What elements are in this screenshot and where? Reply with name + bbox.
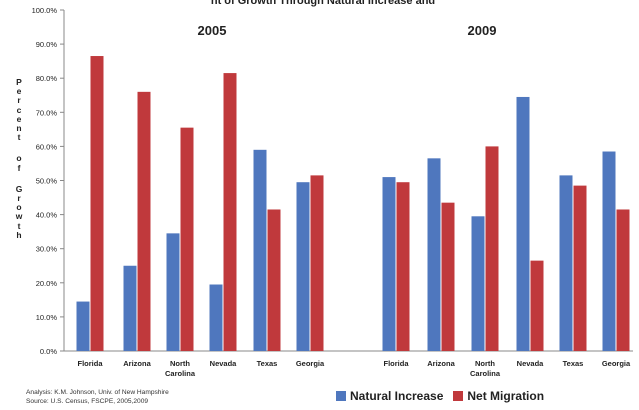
- y-axis-label-letter: P: [16, 77, 22, 87]
- credit-source: Source: U.S. Census, FSCPE, 2005,2009: [26, 398, 149, 405]
- legend-natural-increase: Natural Increase: [336, 389, 443, 403]
- y-axis-label-letter: w: [15, 211, 23, 222]
- legend: Natural Increase Net Migration: [336, 389, 554, 403]
- x-tick-label: Arizona: [427, 359, 455, 368]
- y-axis-label-letter: n: [16, 123, 22, 134]
- y-axis-label-letter: h: [16, 229, 22, 240]
- legend-net-migration: Net Migration: [453, 389, 544, 403]
- bar: [166, 233, 180, 351]
- bar: [267, 209, 281, 351]
- y-axis-label-letter: t: [17, 220, 21, 231]
- y-tick-label: 40.0%: [36, 211, 58, 220]
- y-axis-label-letter: c: [16, 104, 22, 115]
- y-axis-label-letter: o: [16, 202, 22, 213]
- y-axis-label-letter: f: [17, 162, 21, 173]
- bar: [76, 301, 90, 351]
- x-tick-label: Florida: [77, 359, 103, 368]
- x-tick-label: Nevada: [517, 359, 545, 368]
- x-tick-label: Arizona: [123, 359, 151, 368]
- x-tick-label: Carolina: [165, 369, 196, 378]
- legend-swatch-migration: [453, 391, 464, 401]
- x-tick-label: Georgia: [602, 359, 631, 368]
- bar: [180, 127, 194, 352]
- y-axis-label-letter: t: [17, 132, 21, 143]
- y-axis-label-letter: e: [16, 86, 22, 97]
- y-tick-label: 70.0%: [36, 108, 58, 117]
- bar: [396, 182, 410, 351]
- bar: [516, 96, 530, 351]
- bar: [602, 151, 616, 351]
- bar: [90, 56, 104, 351]
- bar: [530, 260, 544, 351]
- y-tick-label: 50.0%: [36, 177, 58, 186]
- legend-label-migration: Net Migration: [467, 389, 545, 403]
- bar: [471, 216, 485, 351]
- y-axis-label-letter: r: [17, 193, 21, 204]
- x-tick-label: Nevada: [210, 359, 238, 368]
- y-tick-label: 0.0%: [40, 347, 57, 356]
- panel-title: 2009: [468, 23, 497, 38]
- bar: [137, 91, 151, 351]
- x-tick-label: Georgia: [296, 359, 325, 368]
- source-credit: Analysis: K.M. Johnson, Univ. of New Ham…: [26, 388, 169, 406]
- x-tick-label: Texas: [563, 359, 584, 368]
- bar: [123, 265, 137, 351]
- bar: [296, 182, 310, 351]
- y-tick-label: 30.0%: [36, 245, 58, 254]
- chart-header-fragment: nt of Growth Through Natural Increase an…: [211, 0, 435, 7]
- y-tick-label: 90.0%: [36, 40, 58, 49]
- bar: [310, 175, 324, 351]
- y-tick-label: 10.0%: [36, 313, 58, 322]
- y-axis-label-letter: o: [16, 153, 22, 164]
- y-axis-label-letter: e: [16, 113, 22, 124]
- legend-label-natural: Natural Increase: [350, 389, 444, 403]
- bar: [485, 146, 499, 351]
- bar: [441, 202, 455, 351]
- credit-analysis: Analysis: K.M. Johnson, Univ. of New Ham…: [26, 389, 169, 396]
- x-tick-label: Texas: [257, 359, 278, 368]
- bar: [209, 284, 223, 351]
- x-tick-label: Carolina: [470, 369, 501, 378]
- bar: [382, 177, 396, 351]
- panel-title: 2005: [198, 23, 227, 38]
- bar: [559, 175, 573, 351]
- x-tick-label: Florida: [383, 359, 409, 368]
- bar: [253, 149, 267, 351]
- x-tick-label: North: [475, 359, 495, 368]
- x-tick-label: North: [170, 359, 190, 368]
- y-tick-label: 80.0%: [36, 74, 58, 83]
- y-tick-label: 100.0%: [32, 6, 58, 15]
- legend-swatch-natural: [336, 391, 346, 401]
- bar: [573, 185, 587, 351]
- bar: [616, 209, 630, 351]
- y-axis-label-letter: G: [15, 183, 23, 194]
- y-axis-label-letter: r: [17, 95, 21, 106]
- y-tick-label: 20.0%: [36, 279, 58, 288]
- bar: [223, 73, 237, 352]
- y-tick-label: 60.0%: [36, 142, 58, 151]
- bar: [427, 158, 441, 351]
